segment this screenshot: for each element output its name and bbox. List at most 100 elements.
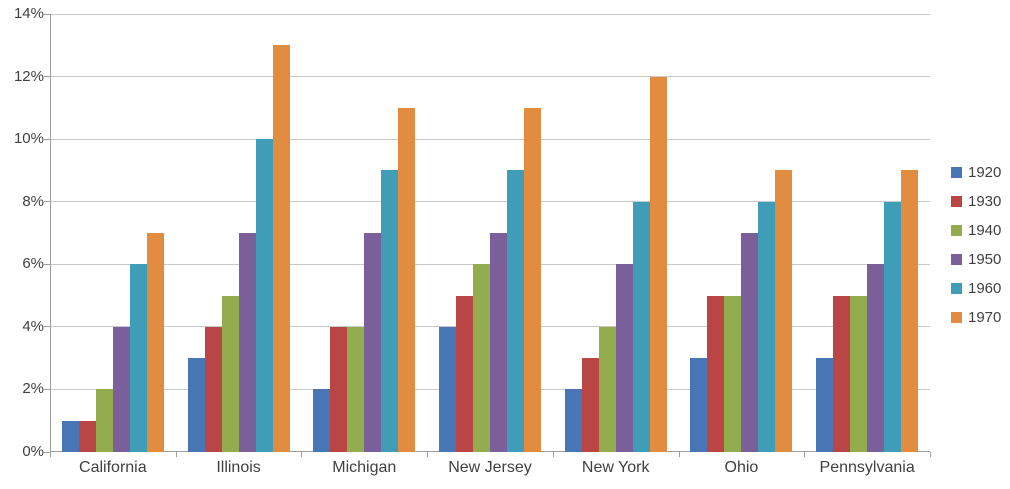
legend-swatch-icon <box>951 312 962 323</box>
bar-1950-new-york <box>615 264 633 452</box>
x-tick-2 <box>301 452 303 457</box>
bar-1960-california <box>129 264 147 452</box>
bar-1970-new-jersey <box>523 107 541 452</box>
y-axis-label-6: 6% <box>22 255 44 273</box>
gridline-14 <box>50 13 930 15</box>
bar-1950-new-jersey <box>489 233 507 452</box>
x-tick-0 <box>50 452 51 457</box>
bar-1940-pennsylvania <box>850 295 868 452</box>
bar-1960-new-york <box>632 201 650 452</box>
x-axis-label-michigan: Michigan <box>332 459 397 476</box>
bar-1970-ohio <box>775 170 793 452</box>
bar-1940-new-york <box>598 326 616 452</box>
x-tick-7 <box>930 452 931 457</box>
y-tick-14 <box>44 13 50 15</box>
bar-1930-new-york <box>581 358 599 452</box>
bar-1940-illinois <box>221 295 239 452</box>
bar-1940-ohio <box>724 295 742 452</box>
bar-group-california <box>50 233 176 452</box>
bar-group-michigan <box>301 107 427 452</box>
bar-1950-illinois <box>238 233 256 452</box>
y-tick-4 <box>44 326 50 328</box>
legend-item-1940: 1940 <box>951 216 1001 245</box>
legend-item-1960: 1960 <box>951 274 1001 303</box>
bar-group-new-jersey <box>427 107 553 452</box>
bar-1920-new-jersey <box>438 326 456 452</box>
bar-1960-pennsylvania <box>884 201 902 452</box>
x-tick-5 <box>678 452 680 457</box>
gridline-12 <box>50 76 930 78</box>
x-tick-1 <box>175 452 177 457</box>
bar-1920-ohio <box>690 358 708 452</box>
y-tick-2 <box>44 388 50 390</box>
y-axis-label-4: 4% <box>22 317 44 335</box>
legend-item-1970: 1970 <box>951 303 1001 332</box>
bar-1950-california <box>112 326 130 452</box>
legend-label: 1950 <box>968 251 1002 268</box>
bar-1970-pennsylvania <box>901 170 919 452</box>
y-axis-label-10: 10% <box>13 130 44 148</box>
bar-1920-illinois <box>187 358 205 452</box>
legend-swatch-icon <box>951 167 962 178</box>
bar-1960-illinois <box>255 139 273 452</box>
legend-label: 1920 <box>968 164 1002 181</box>
legend-label: 1930 <box>968 193 1002 210</box>
bar-group-ohio <box>679 170 805 452</box>
x-tick-4 <box>552 452 554 457</box>
legend-item-1920: 1920 <box>951 158 1001 187</box>
bar-1930-illinois <box>204 326 222 452</box>
bar-1960-ohio <box>758 201 776 452</box>
y-axis-label-2: 2% <box>22 380 44 398</box>
bar-group-pennsylvania <box>804 170 930 452</box>
bar-1930-california <box>78 420 96 452</box>
bar-1930-pennsylvania <box>833 295 851 452</box>
y-tick-0 <box>44 451 50 453</box>
x-axis-label-new-york: New York <box>581 459 650 476</box>
bar-1940-michigan <box>347 326 365 452</box>
y-tick-8 <box>44 201 50 203</box>
x-tick-6 <box>804 452 806 457</box>
bar-1940-new-jersey <box>472 264 490 452</box>
bar-1950-pennsylvania <box>867 264 885 452</box>
bar-1950-michigan <box>364 233 382 452</box>
bar-1920-california <box>61 420 79 452</box>
legend-swatch-icon <box>951 225 962 236</box>
bar-1960-michigan <box>381 170 399 452</box>
x-axis-label-ohio: Ohio <box>724 459 759 476</box>
legend-item-1950: 1950 <box>951 245 1001 274</box>
y-axis-line <box>50 14 51 457</box>
x-tick-3 <box>427 452 429 457</box>
x-axis-label-pennsylvania: Pennsylvania <box>819 459 915 476</box>
legend-swatch-icon <box>951 196 962 207</box>
y-tick-6 <box>44 263 50 265</box>
bar-group-new-york <box>553 76 679 452</box>
x-axis-label-illinois: Illinois <box>216 459 261 476</box>
gridline-8 <box>50 201 930 203</box>
y-axis-label-12: 12% <box>13 67 44 85</box>
bar-1970-california <box>146 233 164 452</box>
legend: 1920 1930 1940 1950 1960 1970 <box>951 158 1001 332</box>
y-tick-12 <box>44 76 50 78</box>
bar-group-illinois <box>176 45 302 452</box>
bar-1970-illinois <box>272 45 290 452</box>
y-axis-label-14: 14% <box>13 5 44 22</box>
y-tick-10 <box>44 138 50 140</box>
bar-1940-california <box>95 389 113 452</box>
bar-1930-ohio <box>707 295 725 452</box>
bar-1920-pennsylvania <box>816 358 834 452</box>
x-axis-label-california: California <box>79 459 147 476</box>
plot-area <box>50 13 930 452</box>
bar-1970-new-york <box>649 76 667 452</box>
bar-1970-michigan <box>398 107 416 452</box>
legend-swatch-icon <box>951 283 962 294</box>
legend-label: 1970 <box>968 309 1002 326</box>
bar-1950-ohio <box>741 233 759 452</box>
bar-1930-michigan <box>330 326 348 452</box>
legend-item-1930: 1930 <box>951 187 1001 216</box>
x-axis-label-new-jersey: New Jersey <box>448 459 532 476</box>
bar-1960-new-jersey <box>506 170 524 452</box>
y-axis-label-0: 0% <box>22 443 44 460</box>
bar-1930-new-jersey <box>455 295 473 452</box>
bar-1920-michigan <box>313 389 331 452</box>
